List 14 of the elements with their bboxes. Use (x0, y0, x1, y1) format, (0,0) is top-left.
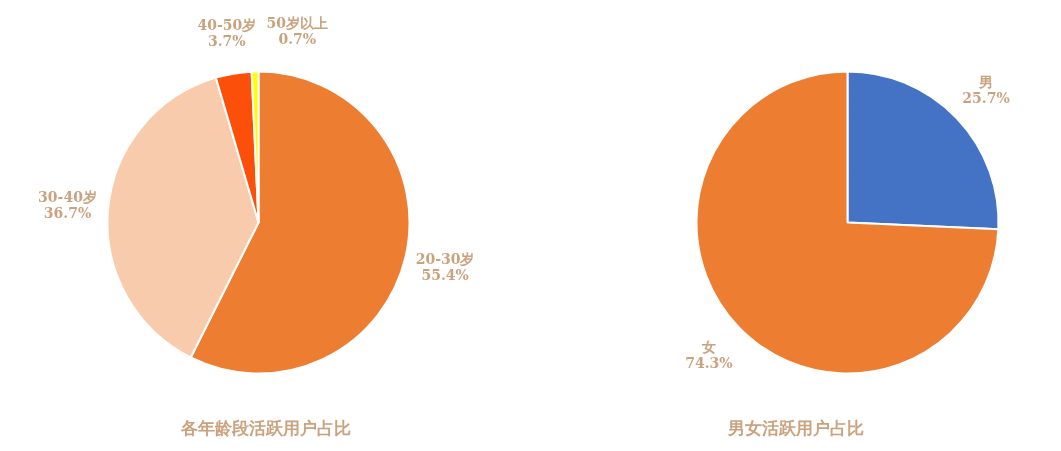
text: 男女活跃用户占比 (727, 417, 864, 438)
slice-label: 40-50岁 (197, 17, 257, 34)
text: 各年龄段活跃用户占比 (179, 417, 351, 438)
slice-label: 20-30岁 (415, 250, 475, 267)
slice-label: 男 (978, 73, 994, 90)
data-label: 0.7% (278, 30, 317, 47)
data-label: 74.3% (685, 355, 733, 372)
data-label: 55.4% (421, 266, 469, 283)
data-label: 25.7% (962, 89, 1010, 106)
data-label: 36.7% (43, 205, 92, 222)
slice-label: 50岁以上 (266, 14, 329, 31)
slice-label: 女 (700, 339, 716, 356)
data-label: 3.7% (207, 33, 246, 50)
slice-label: 30-40岁 (38, 189, 97, 206)
